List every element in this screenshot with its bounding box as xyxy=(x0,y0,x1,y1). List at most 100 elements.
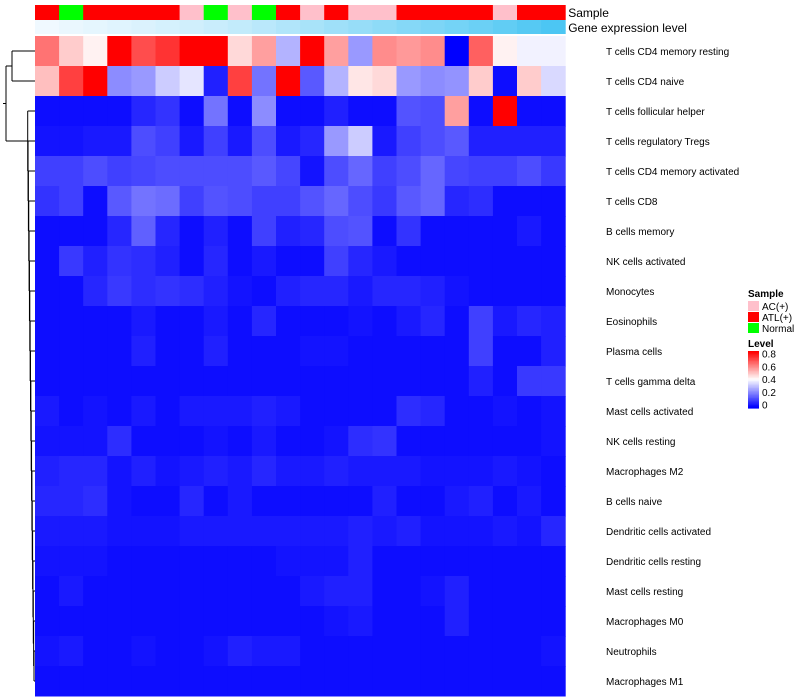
heatmap-cell xyxy=(517,66,542,97)
heatmap-cell xyxy=(517,396,542,427)
gene-expression-annotation-cell xyxy=(179,20,205,34)
heatmap-cell xyxy=(468,276,494,307)
heatmap-cell xyxy=(324,396,349,427)
heatmap-cell xyxy=(83,576,108,607)
heatmap-cell xyxy=(155,36,181,67)
heatmap-cell xyxy=(420,396,446,427)
heatmap-cell xyxy=(444,36,470,67)
sample-annotation-cell xyxy=(517,5,542,20)
heatmap-cell xyxy=(179,486,205,517)
legend-level-gradient-step xyxy=(748,369,759,372)
heatmap-cell xyxy=(179,666,205,697)
heatmap-cell xyxy=(179,306,205,337)
heatmap-cell xyxy=(372,276,397,307)
gene-expression-annotation-cell xyxy=(83,20,108,34)
heatmap-cell xyxy=(300,36,325,67)
heatmap-cell xyxy=(348,186,373,217)
legend-level-gradient-step xyxy=(748,380,759,383)
heatmap-cell xyxy=(251,276,277,307)
heatmap-cell xyxy=(131,576,156,607)
heatmap-cell xyxy=(155,336,181,367)
legend-level-gradient-step xyxy=(748,399,759,402)
heatmap-cell xyxy=(227,396,253,427)
heatmap-cell xyxy=(227,516,253,547)
heatmap-cell xyxy=(155,96,181,127)
heatmap-cell xyxy=(541,186,566,217)
heatmap-cell xyxy=(83,216,108,247)
row-label: NK cells resting xyxy=(606,437,675,448)
heatmap-cell xyxy=(251,246,277,277)
heatmap-cell xyxy=(468,636,494,667)
heatmap-cell xyxy=(324,636,349,667)
legend-level-gradient-step xyxy=(748,358,759,361)
heatmap-cell xyxy=(468,546,494,577)
gene-expression-annotation-cell xyxy=(276,20,301,34)
heatmap-cell xyxy=(517,276,542,307)
heatmap-cell xyxy=(35,246,60,277)
heatmap-cell xyxy=(324,576,349,607)
heatmap-cell xyxy=(276,306,301,337)
heatmap-cell xyxy=(107,36,132,67)
heatmap-cell xyxy=(444,426,470,457)
heatmap-cell xyxy=(420,636,446,667)
heatmap-cell xyxy=(35,306,60,337)
heatmap-cell xyxy=(107,156,132,187)
heatmap-cell xyxy=(107,456,132,487)
heatmap-cell xyxy=(179,36,205,67)
row-label: Neutrophils xyxy=(606,647,657,658)
heatmap-cell xyxy=(107,96,132,127)
legend-level-gradient-step xyxy=(748,395,759,398)
heatmap-cell xyxy=(203,396,229,427)
heatmap-cell xyxy=(372,306,397,337)
heatmap-cell xyxy=(300,516,325,547)
heatmap-cell xyxy=(251,426,277,457)
heatmap-cell xyxy=(251,456,277,487)
heatmap-cell xyxy=(468,366,494,397)
heatmap-cell xyxy=(155,246,181,277)
heatmap-cell xyxy=(541,66,566,97)
legend-sample-entry: AC(+) xyxy=(762,302,788,313)
heatmap-cell xyxy=(492,336,518,367)
heatmap-cell xyxy=(203,606,229,637)
heatmap-cell xyxy=(203,366,229,397)
heatmap-cell xyxy=(179,396,205,427)
heatmap-cell xyxy=(83,246,108,277)
heatmap-cell xyxy=(300,576,325,607)
heatmap-cell xyxy=(541,516,566,547)
heatmap-cell xyxy=(227,606,253,637)
heatmap-cell xyxy=(251,516,277,547)
heatmap-cell xyxy=(396,96,422,127)
heatmap-cell xyxy=(348,156,373,187)
legend-level-gradient-step xyxy=(748,373,759,376)
legend-level-gradient-step xyxy=(748,363,759,366)
heatmap-cell xyxy=(251,486,277,517)
sample-annotation-cell xyxy=(444,5,470,20)
heatmap-cell xyxy=(35,456,60,487)
heatmap-cell xyxy=(300,636,325,667)
heatmap-cell xyxy=(35,186,60,217)
heatmap-cell xyxy=(276,636,301,667)
heatmap-cell xyxy=(35,276,60,307)
heatmap-cell xyxy=(541,576,566,607)
heatmap-cell xyxy=(348,606,373,637)
heatmap-cell xyxy=(155,546,181,577)
heatmap-cell xyxy=(107,336,132,367)
sample-annotation-cell xyxy=(468,5,494,20)
heatmap-cell xyxy=(131,606,156,637)
heatmap-cell xyxy=(420,306,446,337)
heatmap-cell xyxy=(300,66,325,97)
heatmap-cell xyxy=(59,126,84,157)
heatmap-cell xyxy=(276,276,301,307)
heatmap-cell xyxy=(203,66,229,97)
heatmap-cell xyxy=(492,456,518,487)
heatmap-cell xyxy=(444,66,470,97)
heatmap-cell xyxy=(83,366,108,397)
heatmap-cell xyxy=(517,516,542,547)
heatmap-cell xyxy=(444,666,470,697)
row-label: Macrophages M2 xyxy=(606,467,684,478)
heatmap-cell xyxy=(179,456,205,487)
heatmap-cell xyxy=(300,486,325,517)
heatmap-cell xyxy=(468,66,494,97)
heatmap-cell xyxy=(492,156,518,187)
heatmap-cell xyxy=(348,336,373,367)
